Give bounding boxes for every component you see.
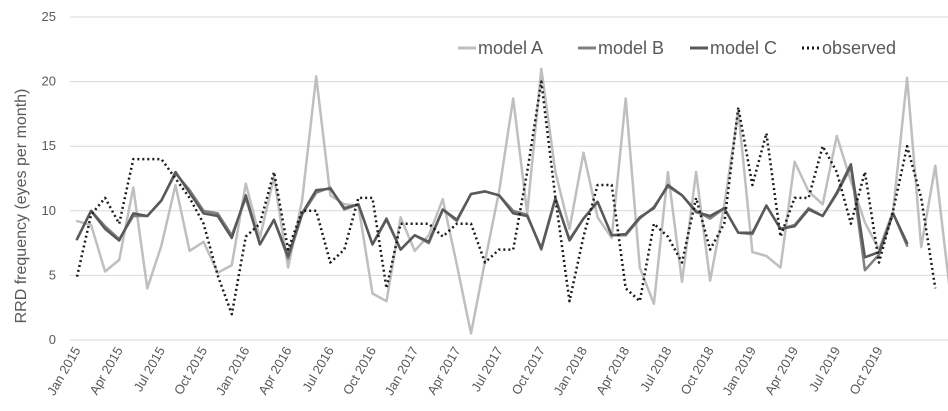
series-line-observed (75, 80, 937, 316)
legend-label-model-A: model A (478, 38, 543, 58)
x-tick-label: Jan 2018 (550, 344, 590, 398)
y-tick-label: 15 (42, 138, 56, 153)
series-line-model-A (75, 67, 948, 335)
x-tick-label: Oct 2018 (677, 344, 716, 397)
series-line-model-C (75, 163, 909, 259)
y-tick-label: 20 (42, 74, 56, 89)
x-tick-label: Oct 2015 (171, 344, 210, 397)
x-tick-label: Apr 2018 (593, 344, 632, 397)
legend: model A model B model C observed (458, 38, 896, 58)
y-tick-label: 5 (49, 267, 56, 282)
x-tick-label: Jul 2019 (806, 344, 844, 394)
legend-label-observed: observed (822, 38, 896, 58)
x-tick-label: Jan 2015 (44, 344, 84, 398)
legend-label-model-C: model C (710, 38, 777, 58)
y-tick-label: 25 (42, 9, 56, 24)
x-tick-label: Jul 2015 (130, 344, 168, 394)
x-tick-label: Jul 2016 (299, 344, 337, 394)
series-lines (75, 67, 948, 335)
x-tick-label: Apr 2015 (86, 344, 125, 397)
legend-label-model-B: model B (598, 38, 664, 58)
x-tick-label: Jul 2018 (637, 344, 675, 394)
x-tick-label: Oct 2017 (509, 344, 548, 397)
y-tick-label: 0 (49, 332, 56, 347)
x-tick-label: Oct 2019 (846, 344, 885, 397)
x-tick-label: Apr 2016 (255, 344, 294, 397)
x-tick-label: Jul 2017 (468, 344, 506, 394)
x-tick-label: Jan 2019 (719, 344, 759, 398)
y-tick-label: 10 (42, 203, 56, 218)
x-tick-label: Jan 2017 (382, 344, 422, 398)
x-tick-label: Jan 2016 (213, 344, 253, 398)
y-axis-label: RRD frequency (eyes per month) (13, 89, 30, 324)
x-tick-label: Apr 2017 (424, 344, 463, 397)
x-tick-label: Apr 2019 (762, 344, 801, 397)
x-axis-ticks: Jan 2015 Apr 2015 Jul 2015 Oct 2015 Jan 2016… (44, 344, 886, 398)
y-axis-ticks: 0 5 10 15 20 25 (42, 9, 56, 347)
gridlines (70, 16, 948, 341)
x-tick-label: Oct 2016 (340, 344, 379, 397)
